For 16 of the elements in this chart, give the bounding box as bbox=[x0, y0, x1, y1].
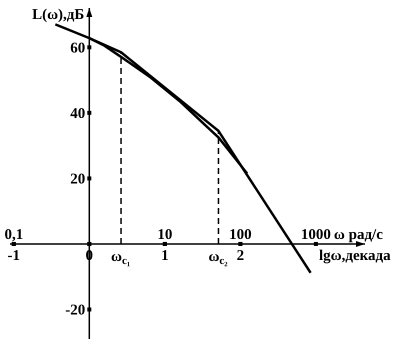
y-axis-title: L(ω),дБ bbox=[32, 7, 84, 23]
ref-line-label: ω$_{c₁}$ bbox=[111, 248, 130, 268]
y-tick-label: -20 bbox=[65, 302, 86, 319]
y-tick-label: 40 bbox=[70, 106, 86, 122]
x2-tick-label: 0,1 bbox=[4, 226, 24, 243]
x2-tick-label: 100 bbox=[229, 226, 252, 243]
x2-axis-title: ω рад/с bbox=[334, 226, 384, 243]
x-axis-title: lgω,декада bbox=[319, 248, 392, 264]
x-tick-label: 1 bbox=[161, 248, 169, 264]
y-tick-label: 60 bbox=[70, 40, 86, 56]
y-tick-label: 20 bbox=[70, 171, 86, 188]
x-tick-label: -1 bbox=[8, 248, 20, 264]
x2-tick-label: 1000 bbox=[300, 226, 331, 243]
ref-line-label: ω$_{c₂}$ bbox=[208, 248, 228, 268]
x-tick-label: 2 bbox=[236, 248, 244, 264]
x2-tick-label: 10 bbox=[157, 226, 172, 243]
